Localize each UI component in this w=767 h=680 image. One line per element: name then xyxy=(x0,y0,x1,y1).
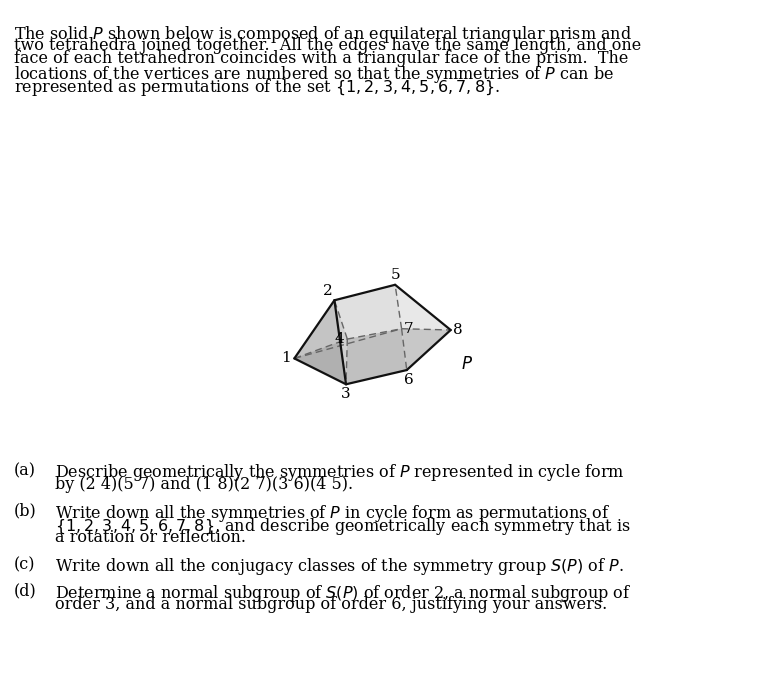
Polygon shape xyxy=(295,301,346,384)
Polygon shape xyxy=(334,285,402,339)
Text: Write down all the symmetries of $P$ in cycle form as permutations of: Write down all the symmetries of $P$ in … xyxy=(55,503,611,524)
Text: 7: 7 xyxy=(404,322,414,336)
Text: Determine a normal subgroup of $S(P)$ of order 2, a normal subgroup of: Determine a normal subgroup of $S(P)$ of… xyxy=(55,583,631,604)
Text: The solid $P$ shown below is composed of an equilateral triangular prism and: The solid $P$ shown below is composed of… xyxy=(14,24,632,45)
Text: Describe geometrically the symmetries of $P$ represented in cycle form: Describe geometrically the symmetries of… xyxy=(55,462,625,483)
Polygon shape xyxy=(402,328,451,370)
Text: represented as permutations of the set $\{1, 2, 3, 4, 5, 6, 7, 8\}$.: represented as permutations of the set $… xyxy=(14,77,500,98)
Text: two tetrahedra joined together.  All the edges have the same length, and one: two tetrahedra joined together. All the … xyxy=(14,37,641,54)
Text: a rotation or reflection.: a rotation or reflection. xyxy=(55,529,246,546)
Text: Write down all the conjugacy classes of the symmetry group $S(P)$ of $P$.: Write down all the conjugacy classes of … xyxy=(55,556,624,577)
Polygon shape xyxy=(395,285,451,370)
Text: 1: 1 xyxy=(281,352,291,365)
Text: (b): (b) xyxy=(14,503,37,520)
Text: 5: 5 xyxy=(390,268,400,282)
Text: by (2 4)(5 7) and (1 8)(2 7)(3 6)(4 5).: by (2 4)(5 7) and (1 8)(2 7)(3 6)(4 5). xyxy=(55,476,354,492)
Polygon shape xyxy=(395,285,451,330)
Text: (c): (c) xyxy=(14,556,35,573)
Text: $P$: $P$ xyxy=(461,356,473,373)
Text: face of each tetrahedron coincides with a triangular face of the prism.  The: face of each tetrahedron coincides with … xyxy=(14,50,628,67)
Text: 4: 4 xyxy=(335,332,344,345)
Polygon shape xyxy=(334,285,407,384)
Text: 2: 2 xyxy=(323,284,332,299)
Text: 8: 8 xyxy=(453,323,463,337)
Text: order 3, and a normal subgroup of order 6, justifying your answers.: order 3, and a normal subgroup of order … xyxy=(55,596,607,613)
Text: (d): (d) xyxy=(14,583,37,600)
Polygon shape xyxy=(295,301,347,358)
Text: 3: 3 xyxy=(341,388,351,401)
Text: (a): (a) xyxy=(14,462,36,479)
Text: locations of the vertices are numbered so that the symmetries of $P$ can be: locations of the vertices are numbered s… xyxy=(14,63,614,84)
Text: 6: 6 xyxy=(404,373,413,387)
Text: $\{1, 2, 3, 4, 5, 6, 7, 8\}$, and describe geometrically each symmetry that is: $\{1, 2, 3, 4, 5, 6, 7, 8\}$, and descri… xyxy=(55,516,631,537)
Polygon shape xyxy=(346,328,407,384)
